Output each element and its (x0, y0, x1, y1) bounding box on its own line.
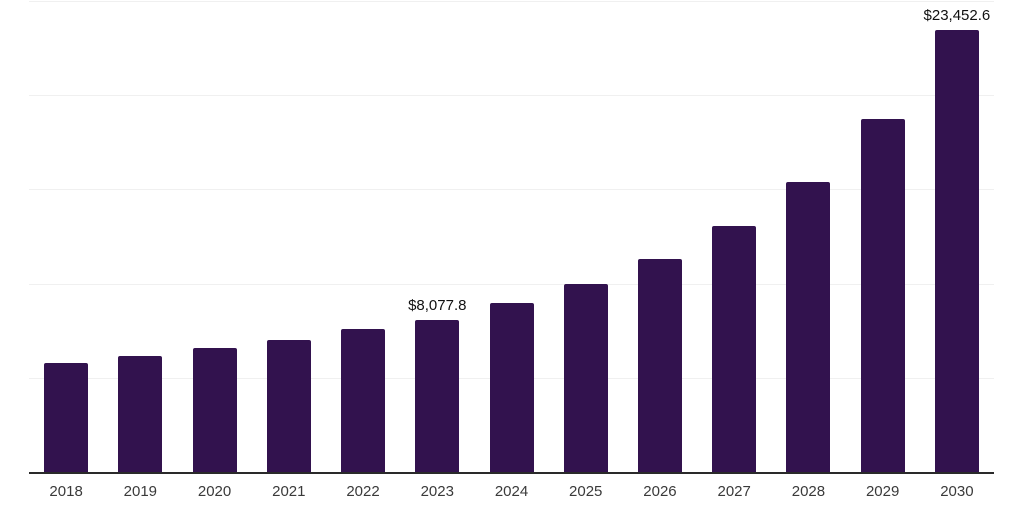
bar-2024 (489, 303, 534, 472)
data-label-2023: $8,077.8 (408, 296, 467, 314)
bar-2023 (415, 319, 460, 472)
gridline-15000 (29, 189, 994, 191)
x-axis-label-2027: 2027 (717, 483, 751, 500)
x-axis-label-2020: 2020 (197, 483, 232, 500)
x-axis-label-2029: 2029 (865, 483, 900, 500)
x-axis-label-2021: 2021 (272, 483, 306, 500)
bar-2030 (934, 30, 979, 472)
bar-2027 (712, 226, 757, 472)
x-axis-label-2019: 2019 (123, 483, 158, 500)
bar-2021 (266, 340, 311, 472)
x-axis-label-2028: 2028 (791, 483, 826, 500)
bar-2026 (637, 258, 682, 472)
bar-2025 (563, 283, 608, 472)
bar-2019 (118, 355, 163, 472)
bar-2020 (192, 348, 237, 472)
bar-2028 (786, 181, 831, 472)
gridline-10000 (29, 283, 994, 285)
gridline-25000 (29, 1, 994, 2)
data-label-2030: $23,452.6 (923, 7, 991, 25)
bar-2022 (341, 329, 386, 472)
x-axis-label-2022: 2022 (346, 483, 380, 500)
x-axis-label-2024: 2024 (494, 483, 529, 500)
x-axis-label-2026: 2026 (643, 483, 677, 500)
bar-2018 (44, 363, 89, 472)
x-axis-label-2018: 2018 (49, 483, 83, 500)
x-axis-label-2025: 2025 (569, 483, 603, 500)
x-axis-label-2030: 2030 (940, 483, 974, 500)
x-axis-label-2023: 2023 (420, 483, 454, 500)
plot-area: $8,077.8 $23,452.6 (29, 1, 994, 474)
bar-2029 (860, 118, 905, 472)
gridline-20000 (29, 95, 994, 97)
